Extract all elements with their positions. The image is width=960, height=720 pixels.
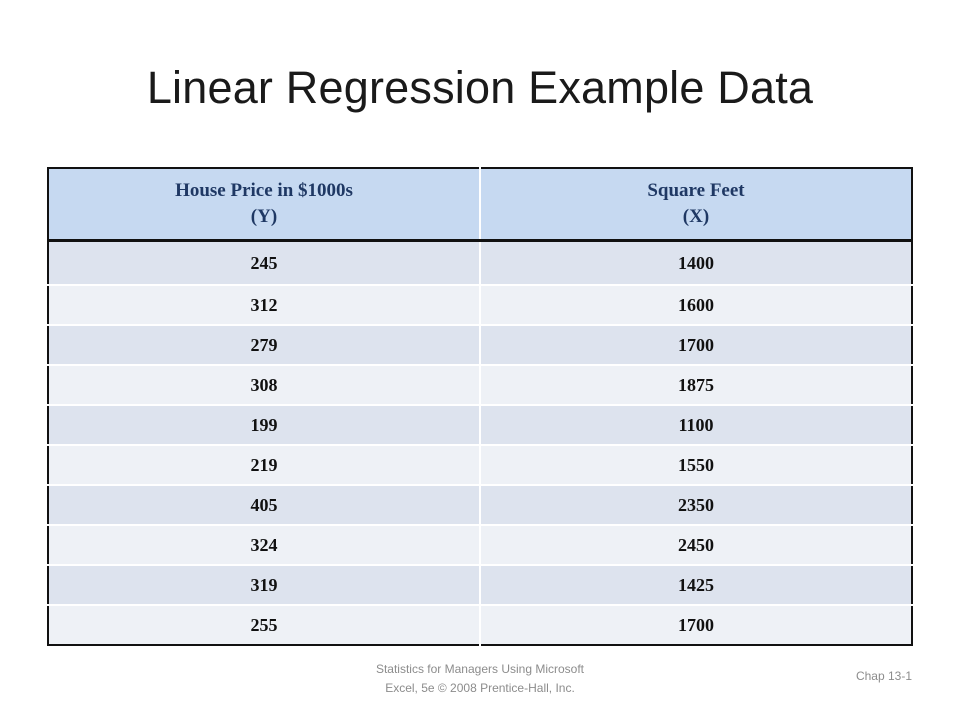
cell-sqft: 1400 bbox=[479, 239, 912, 285]
cell-price: 405 bbox=[48, 484, 481, 525]
cell-sqft: 1875 bbox=[479, 364, 912, 405]
cell-sqft: 1700 bbox=[479, 604, 912, 645]
table-row: 308 1875 bbox=[48, 364, 912, 405]
header-house-price-variable: (Y) bbox=[250, 206, 278, 227]
table-row: 279 1700 bbox=[48, 324, 912, 365]
header-house-price: House Price in $1000s (Y) bbox=[48, 168, 481, 242]
table-row: 199 1100 bbox=[48, 404, 912, 445]
cell-sqft: 1100 bbox=[479, 404, 912, 445]
header-house-price-label: House Price in $1000s bbox=[175, 180, 353, 201]
cell-price: 245 bbox=[48, 239, 481, 285]
header-square-feet: Square Feet (X) bbox=[479, 168, 912, 242]
table-row: 319 1425 bbox=[48, 564, 912, 605]
cell-sqft: 1700 bbox=[479, 324, 912, 365]
table-row: 219 1550 bbox=[48, 444, 912, 485]
cell-price: 255 bbox=[48, 604, 481, 645]
table-row: 255 1700 bbox=[48, 604, 912, 645]
table-header-row: House Price in $1000s (Y) Square Feet (X… bbox=[48, 168, 912, 242]
cell-sqft: 2450 bbox=[479, 524, 912, 565]
cell-sqft: 1425 bbox=[479, 564, 912, 605]
cell-sqft: 1600 bbox=[479, 284, 912, 325]
cell-price: 279 bbox=[48, 324, 481, 365]
slide-title: Linear Regression Example Data bbox=[146, 62, 814, 113]
table-row: 324 2450 bbox=[48, 524, 912, 565]
regression-data-table: House Price in $1000s (Y) Square Feet (X… bbox=[47, 167, 913, 646]
footer-source-line1: Statistics for Managers Using Microsoft bbox=[375, 662, 585, 676]
cell-price: 219 bbox=[48, 444, 481, 485]
footer-source: Statistics for Managers Using Microsoft … bbox=[330, 660, 630, 698]
cell-price: 199 bbox=[48, 404, 481, 445]
table-row: 405 2350 bbox=[48, 484, 912, 525]
cell-sqft: 1550 bbox=[479, 444, 912, 485]
table-row: 245 1400 bbox=[48, 239, 912, 285]
footer-page-label: Chap 13-1 bbox=[855, 669, 912, 683]
cell-price: 312 bbox=[48, 284, 481, 325]
table-row: 312 1600 bbox=[48, 284, 912, 325]
footer-source-line2: Excel, 5e © 2008 Prentice-Hall, Inc. bbox=[385, 681, 575, 695]
header-square-feet-label: Square Feet bbox=[647, 180, 745, 201]
cell-price: 324 bbox=[48, 524, 481, 565]
header-square-feet-variable: (X) bbox=[682, 206, 710, 227]
cell-sqft: 2350 bbox=[479, 484, 912, 525]
data-table-container: House Price in $1000s (Y) Square Feet (X… bbox=[47, 167, 913, 646]
cell-price: 308 bbox=[48, 364, 481, 405]
cell-price: 319 bbox=[48, 564, 481, 605]
